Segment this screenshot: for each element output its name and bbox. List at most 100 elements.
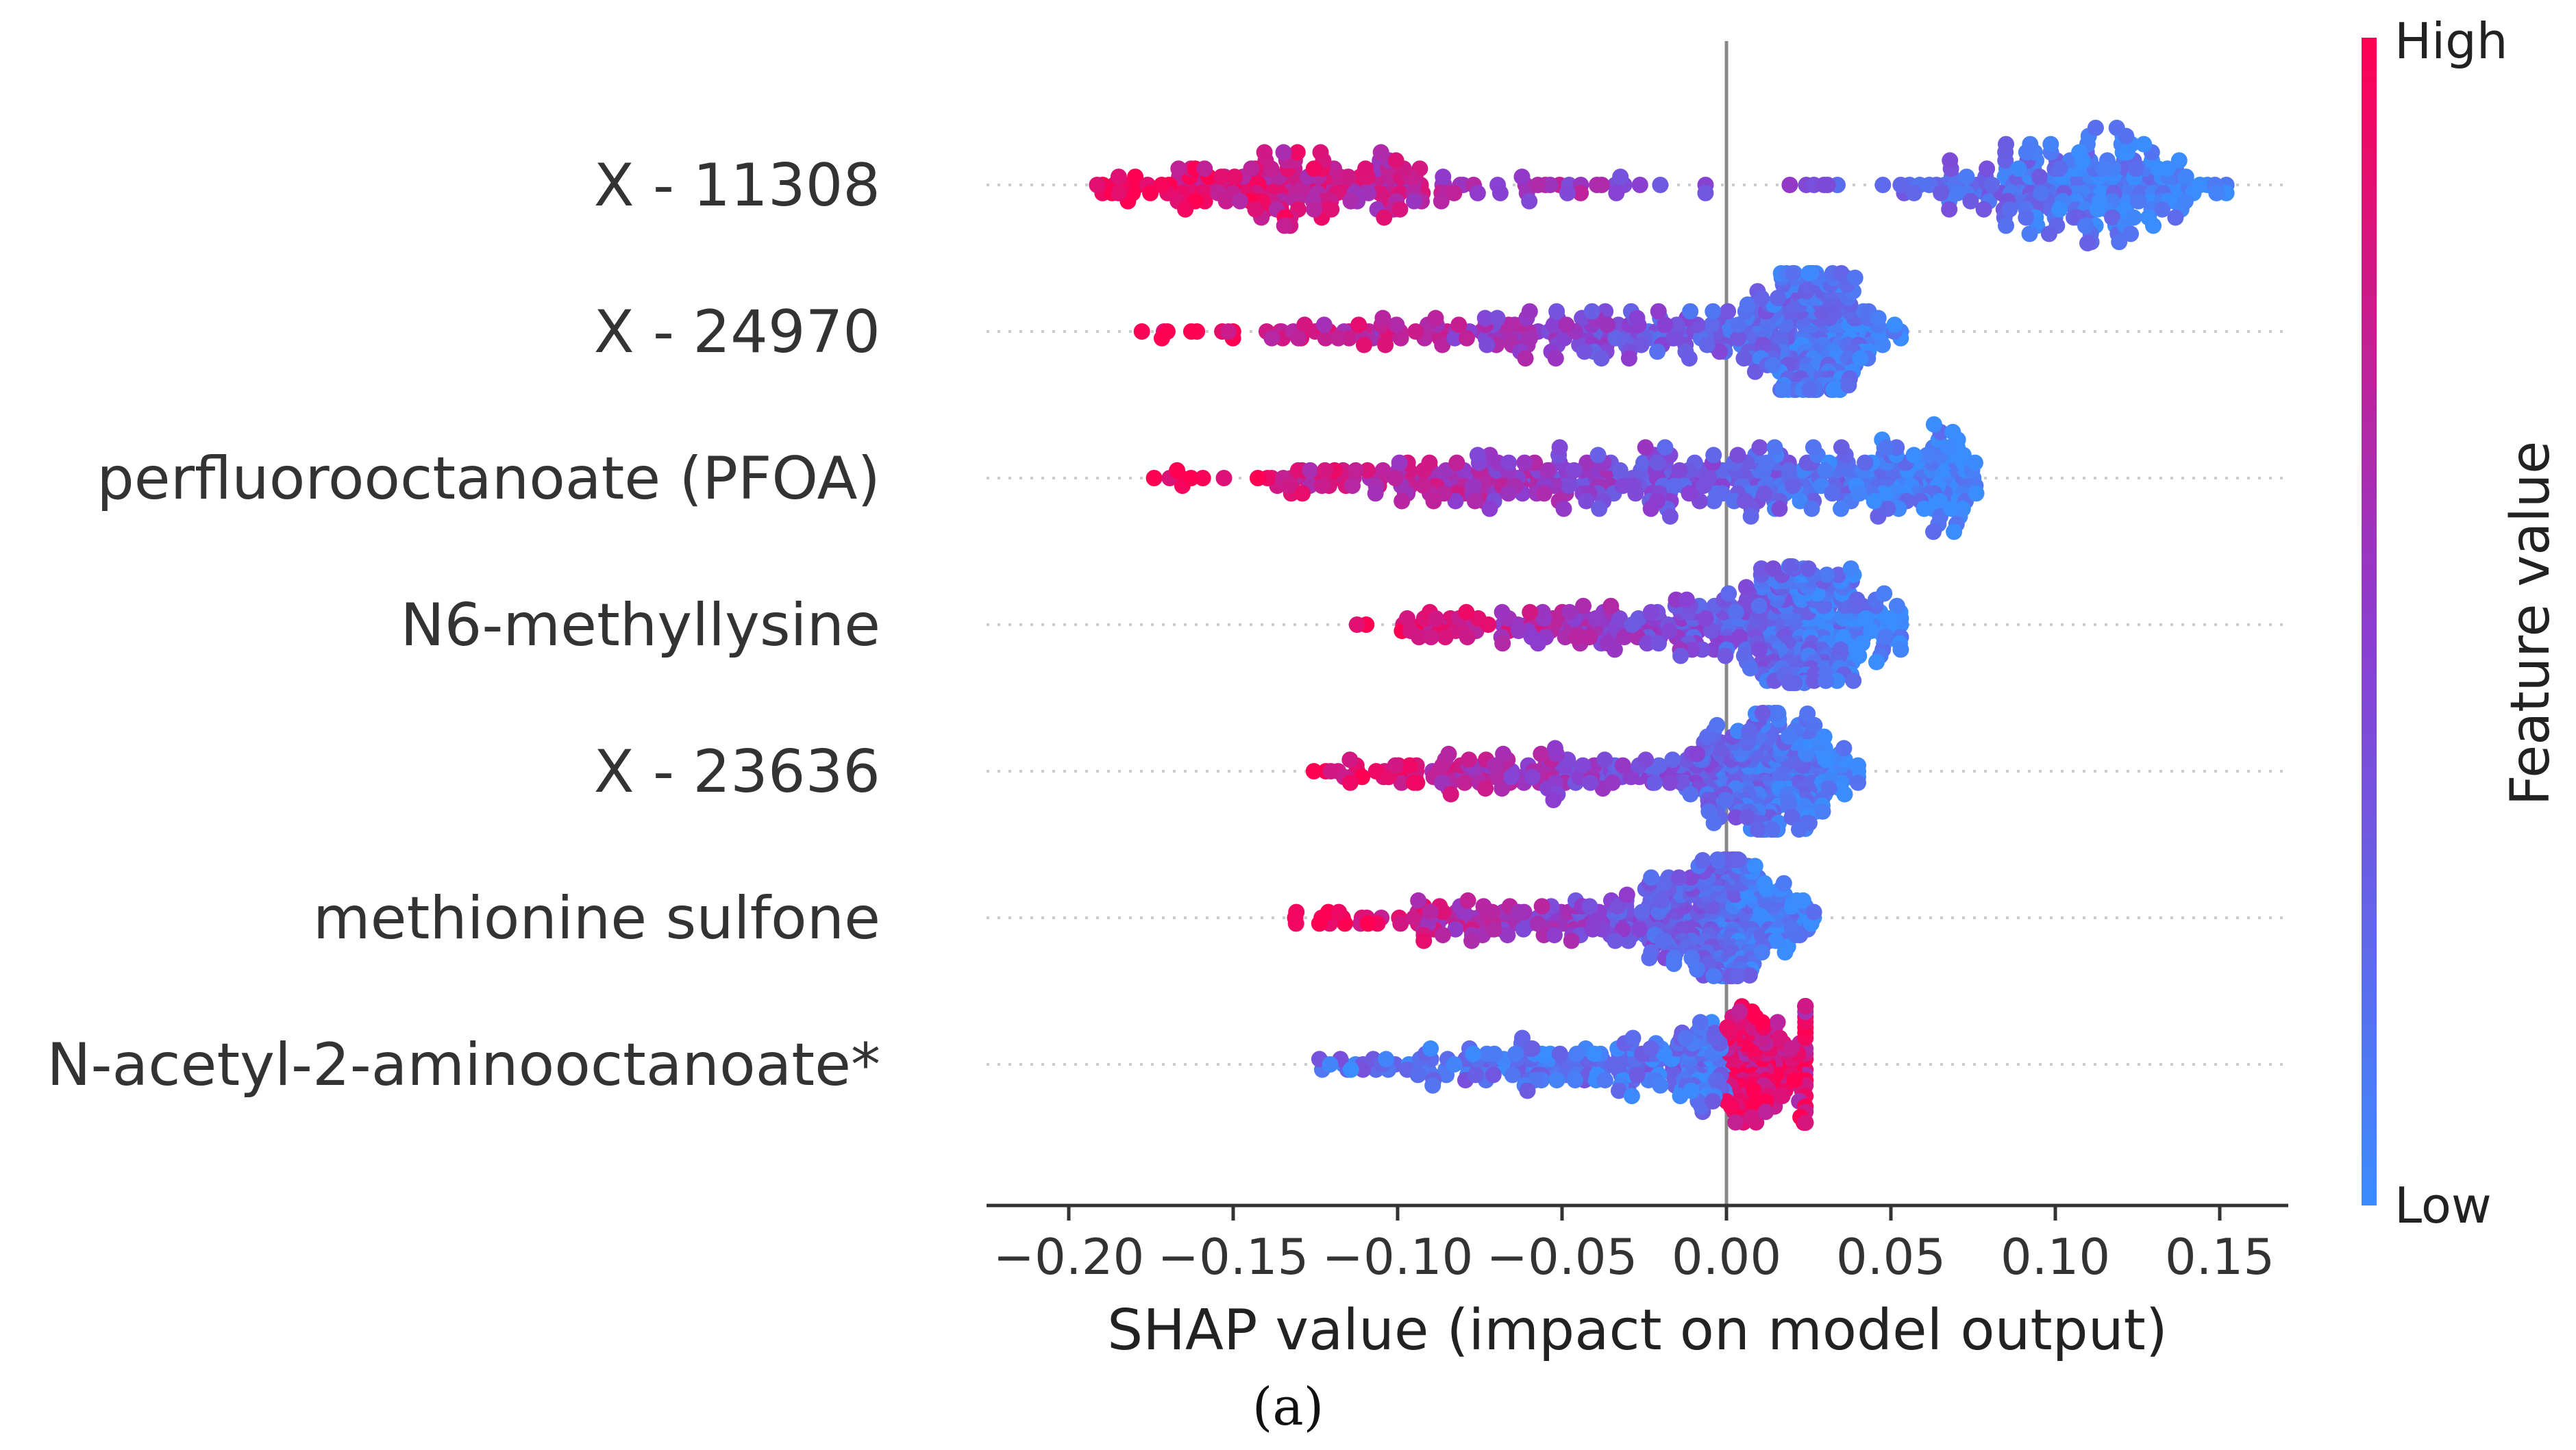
shap-dot	[1661, 774, 1679, 791]
shap-dot	[1664, 751, 1681, 768]
shap-dot	[1558, 316, 1575, 334]
shap-dot	[1446, 184, 1463, 201]
shap-dot	[1646, 774, 1663, 791]
shap-dot	[1406, 774, 1422, 791]
shap-dot	[1966, 454, 1983, 471]
shap-dot	[1305, 763, 1322, 779]
shap-dot	[1615, 477, 1631, 495]
shap-dot	[1611, 610, 1628, 627]
shap-dot	[1516, 454, 1533, 471]
shap-dot	[2001, 201, 2018, 218]
shap-dot	[1868, 653, 1885, 671]
shap-dot	[1774, 1088, 1791, 1105]
shap-dot	[1502, 768, 1520, 786]
shap-dot	[1697, 184, 1714, 201]
shap-dot	[1560, 477, 1577, 495]
shap-dot	[1594, 177, 1610, 193]
shap-dot	[1288, 903, 1305, 921]
shap-dot	[1587, 610, 1605, 627]
shap-dot	[2010, 160, 2027, 177]
shap-dot	[1110, 168, 1127, 186]
shap-dot	[1519, 1082, 1536, 1099]
shap-dot	[1739, 809, 1756, 826]
shap-dot	[2118, 127, 2135, 145]
shap-dot	[1182, 470, 1200, 486]
shap-dot	[1756, 875, 1773, 892]
shap-dot	[1312, 144, 1329, 161]
x-tick-label: 0.00	[1672, 1228, 1781, 1286]
shap-dot	[1484, 903, 1501, 921]
shap-dot	[1784, 477, 1801, 495]
shap-dot	[1546, 740, 1563, 757]
shap-dot	[2079, 235, 2096, 251]
shap-dot	[1801, 382, 1818, 398]
shap-dot	[1727, 809, 1744, 826]
shap-dot	[1788, 892, 1805, 909]
shap-dot	[1582, 774, 1599, 791]
shap-dot	[2051, 201, 2068, 218]
shap-dot	[1717, 647, 1734, 664]
shap-dot	[1836, 786, 1853, 803]
shap-dot	[1581, 898, 1598, 915]
shap-dot	[1705, 303, 1722, 320]
shap-dot	[1783, 1040, 1800, 1057]
shap-dot	[1689, 745, 1706, 762]
shap-dot	[1344, 477, 1361, 495]
shap-dot	[1487, 757, 1504, 774]
shap-dot	[1918, 447, 1935, 464]
shap-dot	[1649, 343, 1666, 360]
shap-dot	[1818, 672, 1834, 689]
shap-dot	[1491, 184, 1509, 201]
shap-dot	[1561, 603, 1578, 621]
colorbar: High Low Feature value	[2362, 12, 2562, 1234]
shap-dot	[1534, 603, 1551, 621]
shap-dot	[1642, 1040, 1659, 1057]
shap-dot	[1607, 932, 1624, 949]
shap-dot	[1289, 462, 1306, 479]
shap-dot	[1705, 1092, 1722, 1110]
shap-dot	[1618, 886, 1635, 903]
shap-dot	[1705, 814, 1722, 832]
shap-dot	[1650, 635, 1667, 652]
shap-dot	[1611, 462, 1628, 479]
shap-dot	[1750, 641, 1768, 658]
shap-dot	[1406, 192, 1422, 210]
shap-dot	[1089, 177, 1106, 193]
x-tick-label: −0.20	[993, 1228, 1145, 1286]
shap-dot	[1411, 629, 1428, 646]
shap-dot	[1769, 1014, 1786, 1031]
shap-dot	[1450, 316, 1467, 334]
shap-dot	[1339, 168, 1357, 186]
shap-dot	[1866, 492, 1883, 510]
shap-dot	[1322, 763, 1339, 779]
shap-dot	[1243, 160, 1260, 177]
shap-dot	[1759, 454, 1775, 471]
shap-dot	[1317, 329, 1334, 347]
shap-dot	[1422, 903, 1439, 921]
shap-dot	[1719, 1019, 1736, 1036]
shap-dot	[1477, 780, 1494, 797]
shap-dot	[1764, 357, 1781, 373]
shap-dot	[1787, 927, 1805, 944]
shap-dot	[1612, 168, 1629, 186]
shap-dot	[1765, 560, 1782, 577]
shap-dot	[1196, 160, 1213, 177]
shap-dot	[1374, 310, 1391, 327]
shap-dot	[1744, 1003, 1761, 1020]
shap-dot	[1315, 316, 1333, 334]
shap-dot	[1359, 915, 1376, 932]
shap-dot	[1478, 336, 1496, 353]
shap-dot	[2071, 144, 2088, 161]
feature-dot-group	[1089, 119, 2235, 251]
shap-dot	[1637, 439, 1654, 456]
shap-dot	[2051, 160, 2068, 177]
feature-label: methionine sulfone	[313, 884, 880, 953]
x-tick-label: −0.15	[1158, 1228, 1309, 1286]
shap-dot	[1639, 635, 1656, 652]
shap-dot	[1741, 723, 1758, 740]
shap-dot	[1771, 500, 1788, 517]
shap-dot	[1500, 454, 1518, 471]
shap-dot	[1800, 560, 1817, 577]
shap-dot	[1925, 523, 1942, 540]
shap-dot	[1551, 1045, 1568, 1062]
